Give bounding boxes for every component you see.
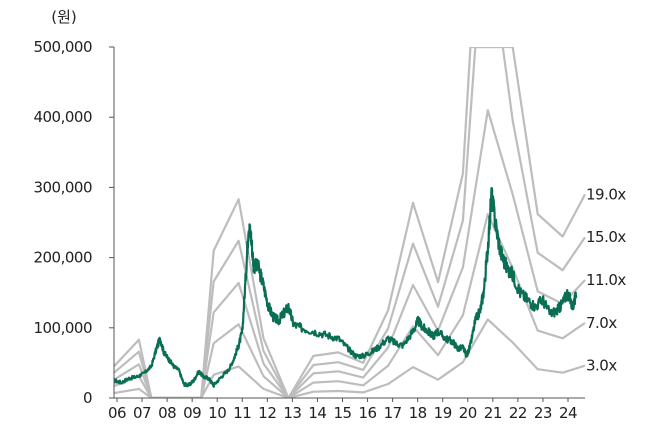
x-tick-label: 15 (333, 404, 351, 422)
x-tick-label: 18 (409, 404, 427, 422)
band-label-19-0x: 19.0x (586, 185, 626, 203)
y-axis-unit-label: (원) (51, 8, 77, 26)
x-tick-label: 12 (258, 404, 276, 422)
band-labels: 19.0x 15.0x 11.0x 7.0x 3.0x (586, 185, 627, 375)
x-tick-label: 24 (559, 404, 577, 422)
band-line-3-0x (114, 318, 586, 398)
price-line (113, 187, 578, 388)
x-tick-label: 16 (359, 404, 377, 422)
x-tick-label: 22 (509, 404, 527, 422)
x-tick-label: 11 (233, 404, 251, 422)
x-tick-label: 20 (459, 404, 477, 422)
x-tick-label: 14 (308, 404, 326, 422)
x-ticks: 06 07 08 09 10 11 12 13 14 15 16 17 18 19 20 21 22 23 24 (108, 398, 578, 422)
price-series (113, 187, 578, 388)
x-tick-label: 07 (133, 404, 151, 422)
valuation-bands (114, 47, 586, 398)
y-tick-label: 200,000 (33, 249, 92, 267)
band-line-19-0x (114, 47, 586, 398)
band-line-11-0x (114, 109, 586, 398)
x-tick-label: 23 (534, 404, 552, 422)
band-label-15-0x: 15.0x (586, 228, 626, 246)
x-tick-label: 21 (484, 404, 502, 422)
band-line-15-0x (114, 47, 586, 398)
x-tick-label: 08 (158, 404, 176, 422)
band-label-3-0x: 3.0x (586, 357, 617, 375)
band-line-7-0x (114, 213, 586, 398)
y-tick-label: 400,000 (33, 108, 92, 126)
band-label-11-0x: 11.0x (586, 271, 626, 289)
y-ticks: 0 100,000 200,000 300,000 400,000 500,000 (33, 38, 114, 407)
y-tick-label: 100,000 (33, 319, 92, 337)
y-tick-label: 0 (83, 389, 92, 407)
y-tick-label: 300,000 (33, 178, 92, 196)
x-tick-label: 13 (283, 404, 301, 422)
x-tick-label: 19 (434, 404, 452, 422)
x-tick-label: 09 (183, 404, 201, 422)
x-tick-label: 10 (208, 404, 226, 422)
band-label-7-0x: 7.0x (586, 314, 617, 332)
y-tick-label: 500,000 (33, 38, 92, 56)
x-tick-label: 06 (108, 404, 126, 422)
x-tick-label: 17 (384, 404, 402, 422)
